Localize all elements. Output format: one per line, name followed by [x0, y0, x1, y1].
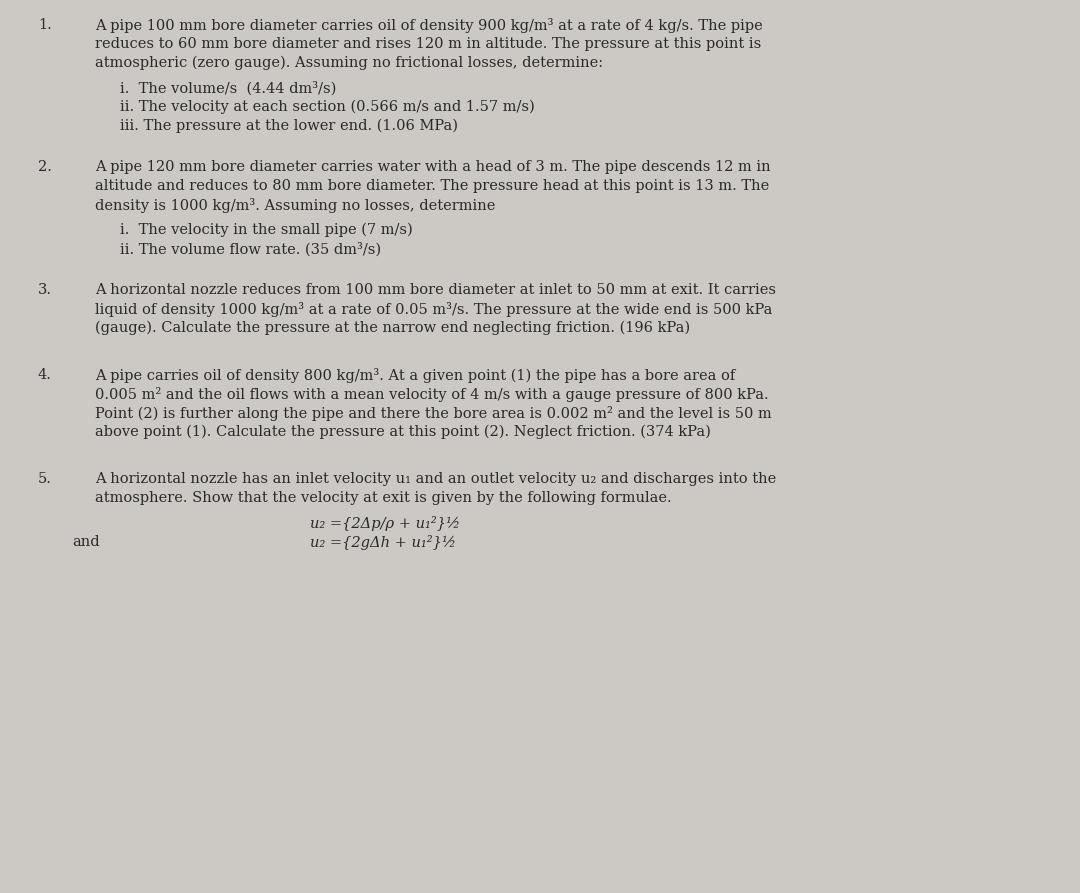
Text: ii. The velocity at each section (0.566 m/s and 1.57 m/s): ii. The velocity at each section (0.566 …	[120, 100, 535, 114]
Text: u₂ ={2gΔh + u₁²}½: u₂ ={2gΔh + u₁²}½	[310, 535, 456, 550]
Text: (gauge). Calculate the pressure at the narrow end neglecting friction. (196 kPa): (gauge). Calculate the pressure at the n…	[95, 321, 690, 336]
Text: reduces to 60 mm bore diameter and rises 120 m in altitude. The pressure at this: reduces to 60 mm bore diameter and rises…	[95, 37, 761, 51]
Text: A horizontal nozzle has an inlet velocity u₁ and an outlet velocity u₂ and disch: A horizontal nozzle has an inlet velocit…	[95, 472, 777, 486]
Text: Point (2) is further along the pipe and there the bore area is 0.002 m² and the : Point (2) is further along the pipe and …	[95, 406, 772, 421]
Text: 1.: 1.	[38, 18, 52, 32]
Text: iii. The pressure at the lower end. (1.06 MPa): iii. The pressure at the lower end. (1.0…	[120, 119, 458, 133]
Text: A pipe 120 mm bore diameter carries water with a head of 3 m. The pipe descends : A pipe 120 mm bore diameter carries wate…	[95, 160, 771, 174]
Text: A horizontal nozzle reduces from 100 mm bore diameter at inlet to 50 mm at exit.: A horizontal nozzle reduces from 100 mm …	[95, 283, 777, 297]
Text: i.  The velocity in the small pipe (7 m/s): i. The velocity in the small pipe (7 m/s…	[120, 223, 413, 238]
Text: 0.005 m² and the oil flows with a mean velocity of 4 m/s with a gauge pressure o: 0.005 m² and the oil flows with a mean v…	[95, 387, 769, 402]
Text: ii. The volume flow rate. (35 dm³/s): ii. The volume flow rate. (35 dm³/s)	[120, 242, 381, 256]
Text: A pipe carries oil of density 800 kg/m³. At a given point (1) the pipe has a bor: A pipe carries oil of density 800 kg/m³.…	[95, 368, 735, 383]
Text: 5.: 5.	[38, 472, 52, 486]
Text: 4.: 4.	[38, 368, 52, 382]
Text: 3.: 3.	[38, 283, 52, 297]
Text: i.  The volume/s  (4.44 dm³/s): i. The volume/s (4.44 dm³/s)	[120, 81, 336, 96]
Text: atmospheric (zero gauge). Assuming no frictional losses, determine:: atmospheric (zero gauge). Assuming no fr…	[95, 56, 603, 71]
Text: 2.: 2.	[38, 160, 52, 174]
Text: A pipe 100 mm bore diameter carries oil of density 900 kg/m³ at a rate of 4 kg/s: A pipe 100 mm bore diameter carries oil …	[95, 18, 762, 33]
Text: density is 1000 kg/m³. Assuming no losses, determine: density is 1000 kg/m³. Assuming no losse…	[95, 198, 496, 213]
Text: liquid of density 1000 kg/m³ at a rate of 0.05 m³/s. The pressure at the wide en: liquid of density 1000 kg/m³ at a rate o…	[95, 302, 772, 317]
Text: above point (1). Calculate the pressure at this point (2). Neglect friction. (37: above point (1). Calculate the pressure …	[95, 425, 711, 439]
Text: u₂ ={2Δp/ρ + u₁²}½: u₂ ={2Δp/ρ + u₁²}½	[310, 516, 460, 531]
Text: and: and	[72, 535, 99, 549]
Text: atmosphere. Show that the velocity at exit is given by the following formulae.: atmosphere. Show that the velocity at ex…	[95, 491, 672, 505]
Text: altitude and reduces to 80 mm bore diameter. The pressure head at this point is : altitude and reduces to 80 mm bore diame…	[95, 179, 769, 193]
